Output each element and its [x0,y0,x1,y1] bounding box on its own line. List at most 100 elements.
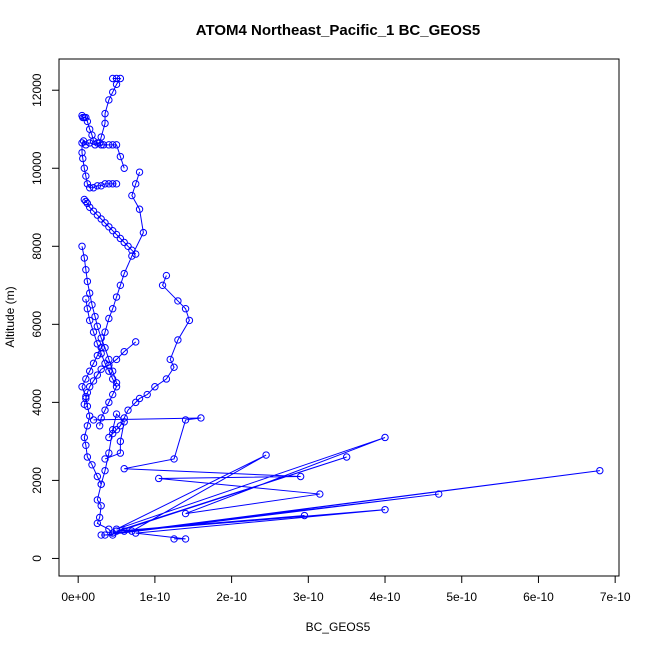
plot-frame [58,58,620,577]
data-point [262,451,270,459]
data-point [108,141,117,149]
data-point [82,113,90,122]
data-point [108,375,117,383]
data-point [85,203,94,211]
data-point [97,349,105,358]
data-point [83,453,92,461]
data-point [342,453,351,461]
data-point [181,509,190,518]
data-point [89,207,98,215]
data-point [93,322,102,330]
data-point [79,154,87,163]
data-point [93,182,102,190]
y-tick-label: 2000 [30,467,44,494]
data-point [116,152,125,161]
x-tick-label: 5e-10 [446,590,477,604]
data-point [82,441,90,449]
y-axis-label: Altitude (m) [3,286,17,347]
series-1 [78,74,125,192]
data-point [95,422,104,430]
series-3 [78,168,148,489]
data-point [85,367,94,375]
data-point [296,472,305,481]
data-point [181,535,190,543]
data-point [97,480,105,489]
data-point [116,437,125,446]
data-point [105,223,113,231]
x-tick-label: 3e-10 [293,590,324,604]
data-point [91,312,99,321]
data-point [78,383,86,391]
data-point [170,535,178,543]
data-point [82,197,90,206]
data-point [108,390,117,399]
series-5 [80,338,140,409]
x-axis: 0e+00 1e-10 2e-10 3e-10 4e-10 5e-10 6e-10 7e-10 [61,575,631,604]
data-point [83,117,92,126]
data-point [174,336,182,344]
data-point [82,172,90,180]
data-point [381,505,389,514]
series-8 [80,195,140,258]
data-point [78,139,86,147]
y-tick-label: 4000 [30,389,44,416]
data-point [596,466,604,475]
x-tick-label: 4e-10 [370,590,401,604]
data-point [105,367,113,375]
data-point [105,96,113,104]
data-point [162,271,171,280]
y-axis: 0 2000 4000 6000 8000 10000 12000 [30,73,60,562]
data-point [78,242,86,250]
data-point [101,406,109,414]
data-point [89,359,98,368]
data-point [80,400,89,409]
data-point [435,490,443,498]
data-point [116,449,125,457]
x-tick-label: 2e-10 [216,590,247,604]
data-point [105,314,113,323]
data-point [89,328,98,336]
series-2 [78,111,128,172]
data-point [112,80,121,89]
data-point [97,531,105,539]
series-9 [78,242,121,387]
data-point [108,180,117,188]
data-point [108,226,117,235]
data-point [101,466,109,475]
data-point [93,519,102,528]
data-point [97,334,105,342]
data-point [108,305,117,313]
data-point [135,205,144,213]
data-point [101,455,109,463]
data-point [132,250,140,258]
data-point [116,281,125,290]
series-line [81,171,144,485]
data-point [105,449,113,457]
data-point [162,375,171,383]
data-point [82,295,90,303]
x-tick-label: 7e-10 [600,590,631,604]
data-point [105,525,113,533]
data-point [166,355,174,364]
data-point [99,141,108,149]
series-10 [82,295,121,430]
data-point [97,182,105,190]
data-point [83,422,92,430]
series-line [93,417,600,540]
data-point [112,180,121,188]
data-point [93,496,102,504]
data-point [108,529,117,537]
data-point [108,425,117,434]
data-point [97,502,105,510]
data-point [112,425,121,434]
data-point [132,338,140,346]
data-point [93,211,102,219]
data-point [108,531,117,539]
series-line [83,199,137,255]
data-point [97,141,105,149]
data-point [132,529,140,537]
data-point [93,351,102,360]
data-point [85,316,94,325]
data-point [83,180,92,188]
data-point [93,340,102,348]
